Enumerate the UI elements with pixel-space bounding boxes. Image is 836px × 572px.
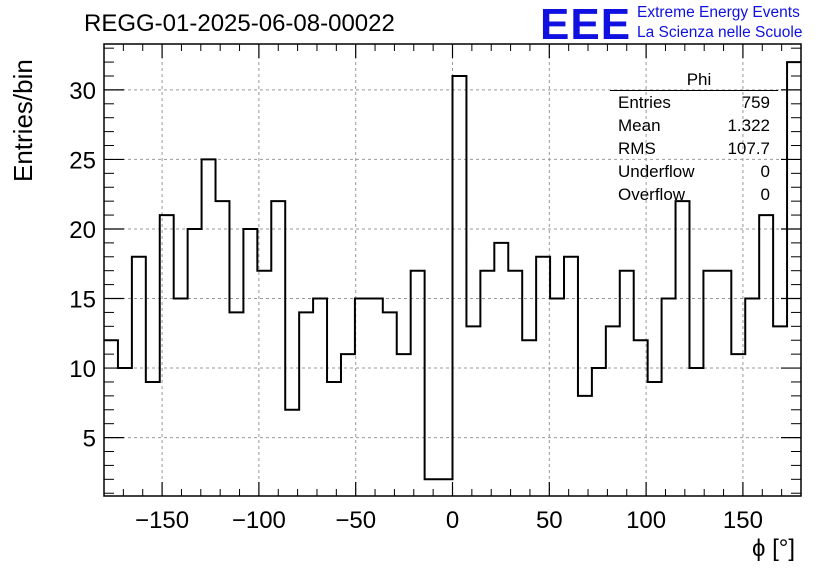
stats-label: RMS <box>618 139 656 158</box>
y-axis: 5 10 15 20 25 30 <box>69 47 801 494</box>
y-tick-label: 10 <box>69 356 96 383</box>
x-tick-label: 50 <box>536 507 563 534</box>
stats-box: Phi Entries 759 Mean 1.322 RMS 107.7 Und… <box>610 70 778 206</box>
x-tick-label: −100 <box>232 507 286 534</box>
stats-value: 1.322 <box>727 116 770 135</box>
stats-box-title: Phi <box>610 70 778 91</box>
y-tick-label: 5 <box>83 426 96 453</box>
eee-logo: EEE <box>540 0 632 49</box>
stats-label: Underflow <box>618 162 695 181</box>
stats-row-overflow: Overflow 0 <box>610 183 778 206</box>
histogram-series <box>104 61 801 481</box>
stats-value: 107.7 <box>727 139 770 158</box>
x-tick-label: 0 <box>446 507 459 534</box>
y-tick-label: 15 <box>69 287 96 314</box>
stats-label: Overflow <box>618 185 686 204</box>
y-tick-label: 25 <box>69 147 96 174</box>
stats-row-underflow: Underflow 0 <box>610 160 778 183</box>
stats-row-entries: Entries 759 <box>610 91 778 114</box>
stats-value: 0 <box>760 185 770 204</box>
y-tick-label: 20 <box>69 217 96 244</box>
x-tick-label: 100 <box>626 507 666 534</box>
x-tick-label: 150 <box>723 507 763 534</box>
stats-row-rms: RMS 107.7 <box>610 137 778 160</box>
stats-value: 759 <box>741 93 770 112</box>
stats-label: Mean <box>618 116 661 135</box>
logo-line-2: La Scienza nelle Scuole <box>637 24 803 41</box>
stats-value: 0 <box>760 162 770 181</box>
chart-title: REGG-01-2025-06-08-00022 <box>84 10 395 37</box>
y-axis-label: Entries/bin <box>8 59 38 182</box>
x-axis: −150 −100 −50 0 50 100 150 <box>122 44 783 534</box>
x-tick-label: −50 <box>335 507 376 534</box>
stats-label: Entries <box>618 93 671 112</box>
x-tick-label: −150 <box>135 507 189 534</box>
logo-line-1: Extreme Energy Events <box>637 4 800 21</box>
x-axis-label: ϕ [°] <box>752 535 796 562</box>
stats-row-mean: Mean 1.322 <box>610 114 778 137</box>
y-tick-label: 30 <box>69 78 96 105</box>
